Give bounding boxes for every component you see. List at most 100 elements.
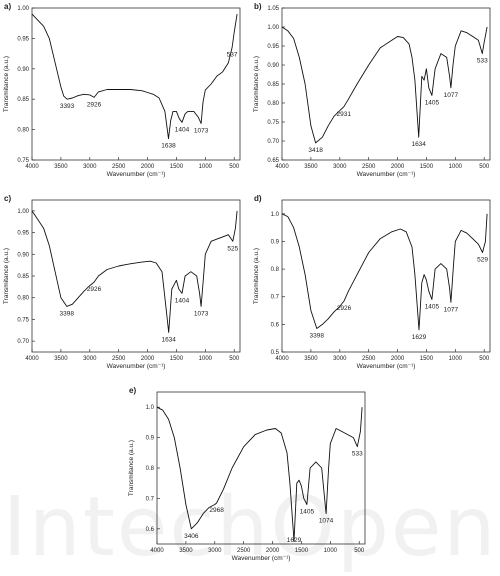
peak-label: 2926: [337, 305, 352, 312]
x-tick-label: 3500: [54, 356, 68, 362]
x-tick-label: 3500: [179, 548, 193, 554]
plot-frame: [31, 7, 241, 161]
y-axis-title: Transmitance (a.u.): [253, 56, 260, 112]
y-tick-label: 1.00: [17, 209, 29, 215]
x-tick-label: 3500: [304, 356, 318, 362]
peak-label: 1405: [425, 99, 440, 106]
x-tick-label: 3000: [83, 356, 97, 362]
y-tick-label: 0.8: [146, 466, 155, 472]
y-tick-label: 0.80: [267, 101, 279, 107]
peak-label: 3406: [184, 533, 199, 540]
x-axis-title: Wavenumber (cm⁻¹): [232, 555, 291, 562]
x-axis-title: Wavenumber (cm⁻¹): [107, 171, 166, 178]
x-tick-label: 2500: [362, 164, 376, 170]
peak-label: 1073: [194, 310, 209, 317]
x-tick-label: 2000: [391, 356, 405, 362]
y-axis-title: Transmitance (a.u.): [3, 56, 10, 112]
x-tick-label: 2000: [141, 164, 155, 170]
y-tick-label: 0.75: [17, 158, 29, 164]
x-tick-label: 3500: [54, 164, 68, 170]
x-tick-label: 3000: [208, 548, 222, 554]
peak-label: 2926: [87, 101, 102, 108]
chart-b: b) 4000 3500 3000 2500 2000 1500 1000 500 0.65 0.7…: [253, 2, 491, 178]
panel-d: d) 4000 3500 3000 2500 2000 1500 1000 500 0.5 0.6 0…: [250, 192, 500, 382]
x-tick-label: 2000: [391, 164, 405, 170]
y-tick-label: 0.75: [267, 120, 279, 126]
peak-label: 2968: [209, 507, 224, 514]
y-tick-label: 0.85: [17, 274, 29, 280]
x-tick-label: 3000: [83, 164, 97, 170]
peak-label: 1073: [194, 128, 209, 135]
peak-label: 1638: [161, 143, 176, 150]
x-axis-title: Wavenumber (cm⁻¹): [357, 363, 416, 370]
spectrum-line: [156, 406, 363, 542]
peak-label: 3393: [60, 103, 75, 110]
y-tick-label: 1.00: [17, 6, 29, 12]
x-tick-label: 1000: [449, 164, 463, 170]
x-tick-label: 4000: [275, 164, 289, 170]
x-tick-label: 4000: [275, 356, 289, 362]
y-tick-label: 0.8: [271, 267, 280, 273]
y-tick-label: 0.80: [17, 128, 29, 134]
peak-label: 1629: [287, 537, 302, 544]
plot-frame: [281, 199, 491, 353]
x-tick-label: 500: [479, 356, 490, 362]
peak-label: 1629: [412, 334, 427, 341]
chart-d: d) 4000 3500 3000 2500 2000 1500 1000 500 0.5 0.6 0…: [253, 194, 491, 370]
x-tick-label: 3500: [304, 164, 318, 170]
spectrum-line: [281, 213, 488, 331]
x-tick-label: 2500: [362, 356, 376, 362]
y-tick-label: 1.00: [267, 25, 279, 31]
panel-label: c): [4, 194, 11, 203]
chart-a: a) 4000 3500 3000 2500 2000 1500 1000 500 0.75 0.8…: [3, 2, 241, 178]
x-tick-label: 2000: [141, 356, 155, 362]
x-tick-label: 1000: [449, 356, 463, 362]
y-tick-label: 0.90: [267, 63, 279, 69]
x-tick-label: 4000: [25, 164, 39, 170]
y-axis-title: Transmitance (a.u.): [253, 248, 260, 304]
peak-label: 1405: [425, 303, 440, 310]
y-tick-label: 1.0: [271, 212, 280, 218]
x-tick-label: 4000: [25, 356, 39, 362]
peak-label: 1634: [411, 141, 426, 148]
x-tick-label: 500: [229, 356, 240, 362]
y-tick-label: 1.05: [267, 6, 279, 12]
y-tick-label: 0.5: [271, 350, 280, 356]
chart-e: e) 4000 3500 3000 2500 2000 1500 1000 500 0.6 0.7 0…: [128, 386, 366, 562]
peak-label: 3418: [308, 147, 323, 154]
x-tick-label: 3000: [333, 356, 347, 362]
peak-label: 1404: [175, 297, 190, 304]
x-tick-label: 1500: [420, 356, 434, 362]
panel-e: e) 4000 3500 3000 2500 2000 1500 1000 500 0.6 0.7 0…: [125, 384, 375, 574]
x-tick-label: 500: [229, 164, 240, 170]
panel-c: c) 4000 3500 3000 2500 2000 1500 1000 500 0.70 0.7…: [0, 192, 250, 382]
y-tick-label: 0.80: [17, 296, 29, 302]
y-tick-label: 0.85: [17, 97, 29, 103]
x-axis-title: Wavenumber (cm⁻¹): [357, 171, 416, 178]
peak-label: 3398: [310, 333, 325, 340]
peak-label: 1634: [161, 336, 176, 343]
y-axis-title: Transmitance (a.u.): [128, 440, 135, 496]
peak-label: 525: [227, 245, 238, 252]
y-tick-label: 0.95: [17, 231, 29, 237]
x-tick-label: 1000: [324, 548, 338, 554]
x-tick-label: 500: [354, 548, 365, 554]
peak-label: 1077: [444, 306, 459, 313]
x-tick-label: 1500: [170, 356, 184, 362]
y-tick-label: 0.6: [146, 527, 155, 533]
x-tick-label: 1000: [199, 164, 213, 170]
x-tick-label: 1000: [199, 356, 213, 362]
y-tick-label: 1.0: [146, 405, 155, 411]
panel-label: b): [254, 2, 262, 11]
x-tick-label: 500: [479, 164, 490, 170]
peak-label: 1077: [444, 92, 459, 99]
y-tick-label: 0.90: [17, 67, 29, 73]
chart-c: c) 4000 3500 3000 2500 2000 1500 1000 500 0.70 0.7…: [3, 194, 241, 370]
y-tick-label: 0.6: [271, 322, 280, 328]
x-tick-label: 2000: [266, 548, 280, 554]
y-tick-label: 0.75: [17, 317, 29, 323]
panel-label: e): [129, 386, 136, 395]
y-tick-label: 0.85: [267, 82, 279, 88]
y-tick-label: 0.9: [271, 239, 280, 245]
panel-label: d): [254, 194, 262, 203]
